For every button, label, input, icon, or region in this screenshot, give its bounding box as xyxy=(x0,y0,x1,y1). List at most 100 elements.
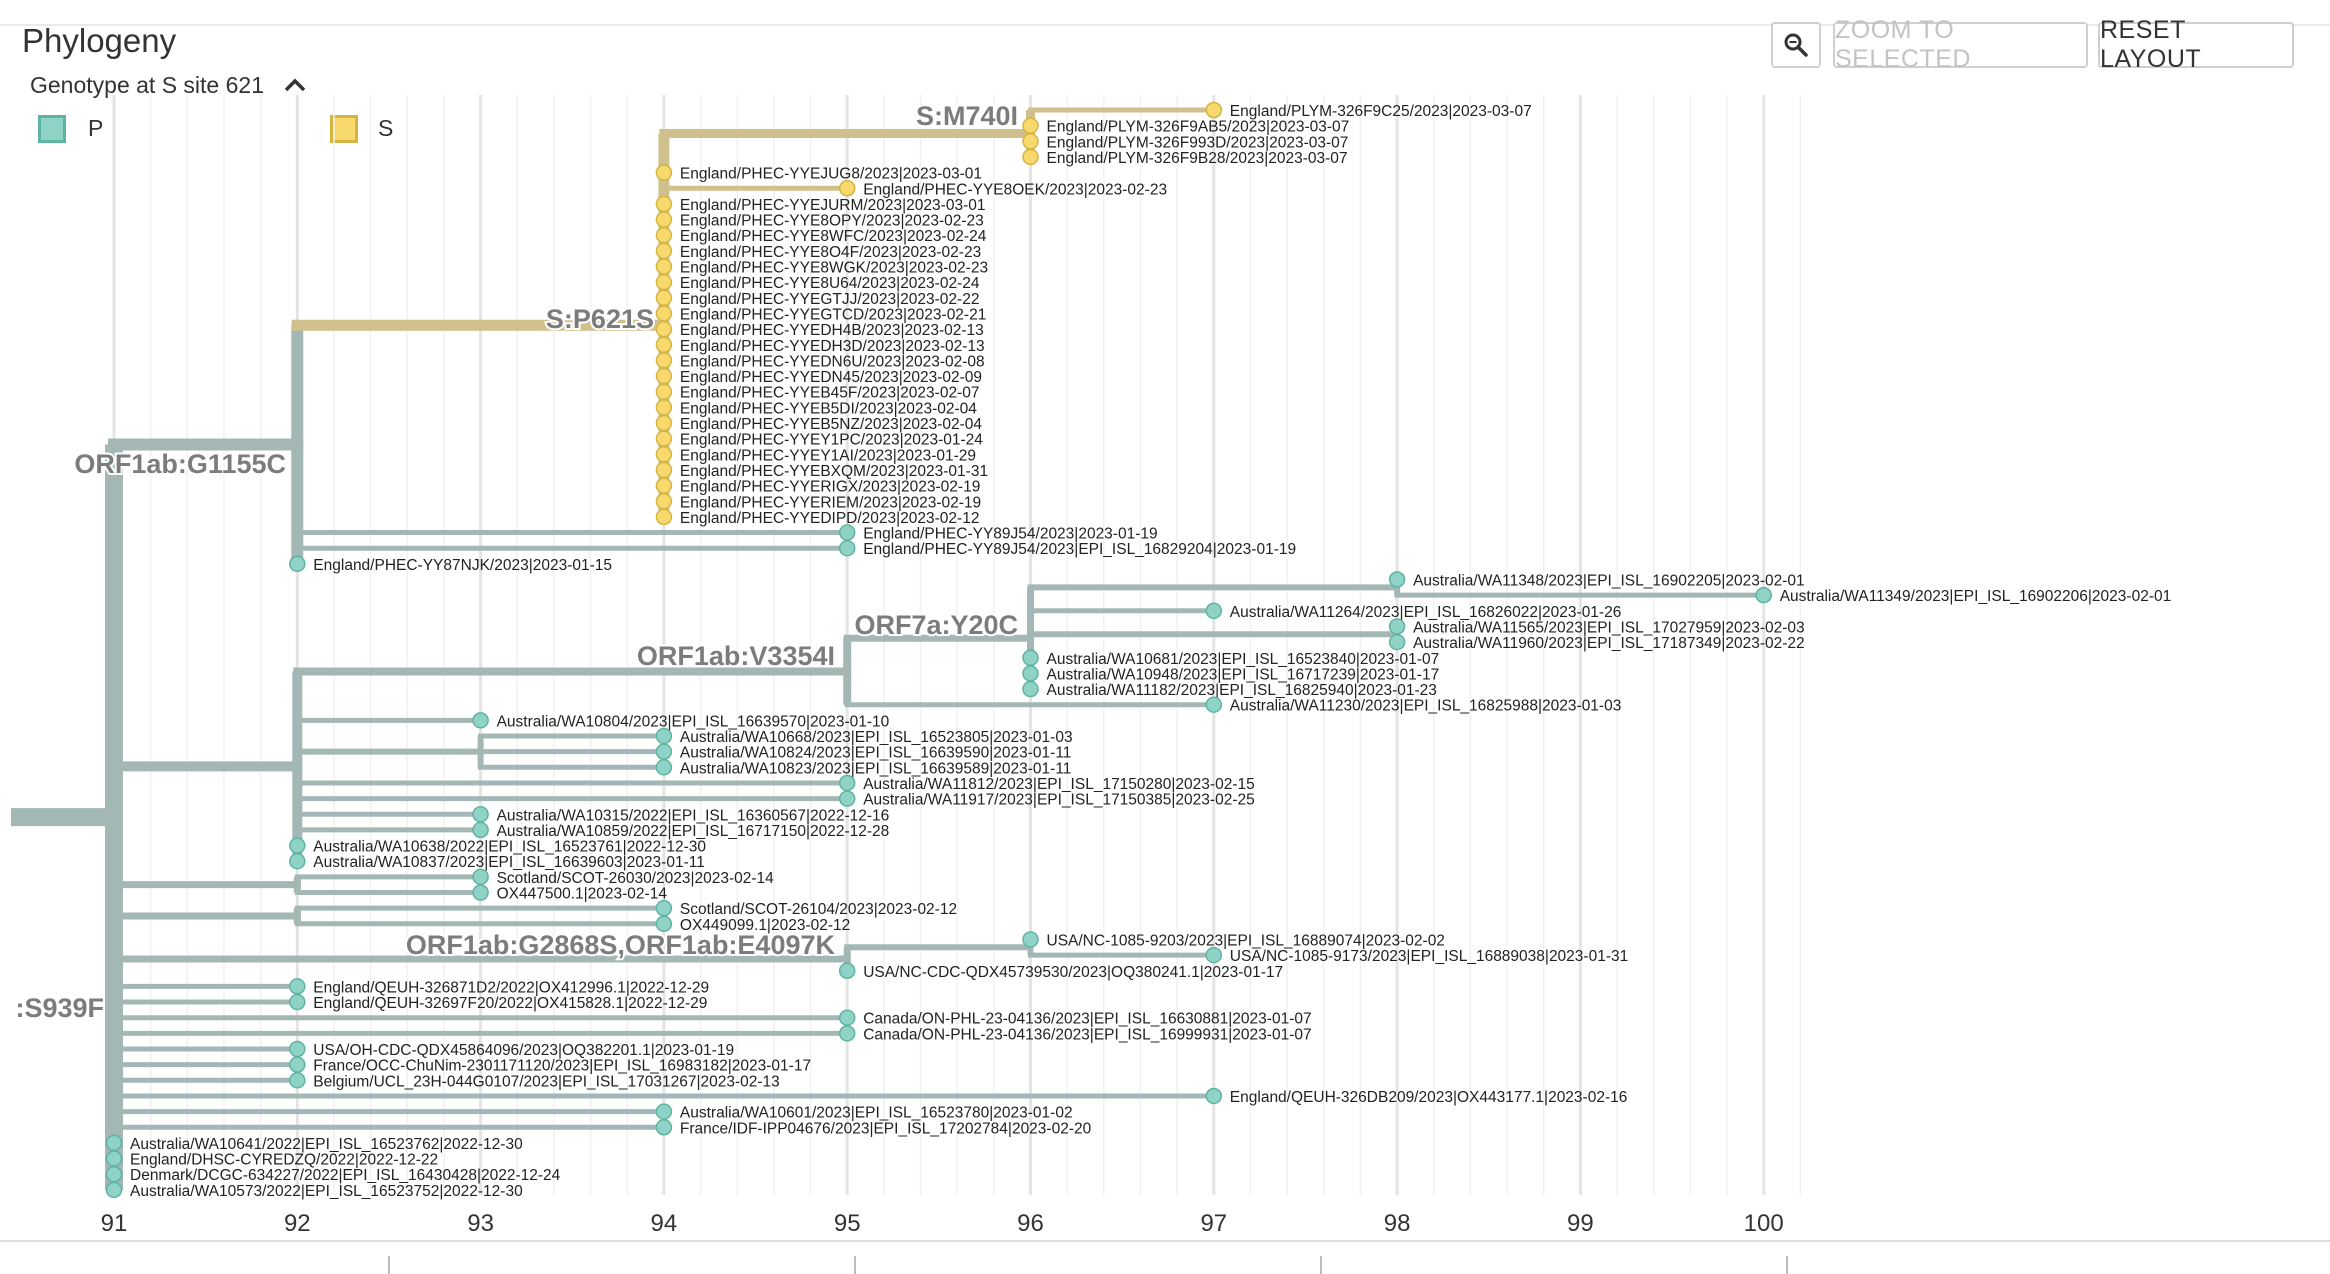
zoom-button[interactable] xyxy=(1771,22,1821,68)
tip-label[interactable]: Australia/WA10681/2023|EPI_ISL_16523840|… xyxy=(1047,651,1440,668)
tip-label[interactable]: USA/OH-CDC-QDX45864096/2023|OQ382201.1|2… xyxy=(313,1042,734,1059)
tree-tips[interactable]: England/PLYM-326F9C25/2023|2023-03-07Eng… xyxy=(105,101,2172,1200)
tip-node[interactable] xyxy=(655,367,673,385)
tip-label[interactable]: Australia/WA11565/2023|EPI_ISL_17027959|… xyxy=(1413,619,1805,636)
tip-label[interactable]: Australia/WA10315/2022|EPI_ISL_16360567|… xyxy=(497,807,890,824)
tip-node[interactable] xyxy=(1205,602,1223,620)
tip-label[interactable]: England/PHEC-YYEJUG8/2023|2023-03-01 xyxy=(680,166,982,183)
tip-label[interactable]: USA/NC-1085-9173/2023|EPI_ISL_16889038|2… xyxy=(1230,948,1628,965)
tip-node[interactable] xyxy=(1205,946,1223,964)
tip-label[interactable]: Australia/WA11264/2023|EPI_ISL_16826022|… xyxy=(1230,604,1622,621)
tip-label[interactable]: USA/NC-CDC-QDX45739530/2023|OQ380241.1|2… xyxy=(863,964,1283,981)
tip-label[interactable]: England/PHEC-YY89J54/2023|2023-01-19 xyxy=(863,526,1157,543)
tip-node[interactable] xyxy=(472,868,489,886)
tip-node[interactable] xyxy=(655,1103,673,1120)
tip-label[interactable]: England/PLYM-326F993D/2023|2023-03-07 xyxy=(1047,134,1349,151)
tip-node[interactable] xyxy=(1022,117,1039,134)
tip-label[interactable]: Australia/WA10641/2022|EPI_ISL_16523762|… xyxy=(130,1136,523,1153)
tip-node[interactable] xyxy=(655,305,673,322)
tip-label[interactable]: England/PHEC-YYERIGX/2023|2023-02-19 xyxy=(680,479,980,496)
tip-node[interactable] xyxy=(838,180,856,197)
tip-node[interactable] xyxy=(838,962,856,979)
tip-node[interactable] xyxy=(105,1181,123,1199)
tip-node[interactable] xyxy=(655,352,673,369)
tip-node[interactable] xyxy=(655,1119,673,1136)
tip-label[interactable]: England/PHEC-YYEGTJJ/2023|2023-02-22 xyxy=(680,291,980,308)
tip-node[interactable] xyxy=(838,1025,856,1042)
tip-label[interactable]: Australia/WA10638/2022|EPI_ISL_16523761|… xyxy=(313,839,706,856)
tip-label[interactable]: Australia/WA11230/2023|EPI_ISL_16825988|… xyxy=(1230,698,1622,715)
tip-node[interactable] xyxy=(655,289,673,307)
tip-node[interactable] xyxy=(655,336,673,353)
tip-node[interactable] xyxy=(655,430,673,447)
tip-label[interactable]: Australia/WA10573/2022|EPI_ISL_16523752|… xyxy=(130,1183,523,1200)
tip-label[interactable]: England/PLYM-326F9C25/2023|2023-03-07 xyxy=(1230,103,1532,120)
tip-node[interactable] xyxy=(1388,571,1406,588)
tip-node[interactable] xyxy=(289,1040,306,1058)
legend-swatch-p[interactable] xyxy=(38,115,66,143)
tip-node[interactable] xyxy=(655,273,673,291)
tip-node[interactable] xyxy=(1205,1087,1223,1105)
tip-node[interactable] xyxy=(1022,133,1039,150)
tip-label[interactable]: England/QEUH-32697F20/2022|OX415828.1|20… xyxy=(313,995,707,1012)
tip-label[interactable]: Australia/WA11349/2023|EPI_ISL_16902206|… xyxy=(1780,588,2172,605)
tip-node[interactable] xyxy=(1205,101,1223,119)
tip-label[interactable]: England/PHEC-YY89J54/2023|EPI_ISL_168292… xyxy=(863,541,1296,558)
tip-label[interactable]: England/PLYM-326F9B28/2023|2023-03-07 xyxy=(1047,150,1348,167)
tip-node[interactable] xyxy=(838,1009,856,1026)
tip-label[interactable]: Australia/WA10948/2023|EPI_ISL_16717239|… xyxy=(1047,666,1440,683)
tip-node[interactable] xyxy=(655,399,673,416)
tip-node[interactable] xyxy=(289,978,306,995)
tip-node[interactable] xyxy=(1205,696,1223,713)
tip-label[interactable]: Australia/WA10859/2022|EPI_ISL_16717150|… xyxy=(497,823,890,840)
tip-node[interactable] xyxy=(1755,586,1772,604)
tip-label[interactable]: England/PHEC-YYE8WFC/2023|2023-02-24 xyxy=(680,228,987,245)
tip-label[interactable]: England/PLYM-326F9AB5/2023|2023-03-07 xyxy=(1047,119,1350,136)
tip-node[interactable] xyxy=(289,1056,306,1073)
tip-label[interactable]: Australia/WA10668/2023|EPI_ISL_16523805|… xyxy=(680,729,1073,746)
tip-node[interactable] xyxy=(655,242,673,260)
tip-label[interactable]: England/PHEC-YYEY1AI/2023|2023-01-29 xyxy=(680,447,976,464)
tip-node[interactable] xyxy=(655,414,673,432)
tip-label[interactable]: England/PHEC-YYEDN6U/2023|2023-02-08 xyxy=(680,353,985,370)
tip-node[interactable] xyxy=(472,821,489,839)
tip-node[interactable] xyxy=(289,993,306,1011)
tip-label[interactable]: England/QEUH-326DB209/2023|OX443177.1|20… xyxy=(1230,1089,1628,1106)
tip-label[interactable]: England/PHEC-YYEDH3D/2023|2023-02-13 xyxy=(680,338,985,355)
tip-node[interactable] xyxy=(289,837,306,854)
tip-label[interactable]: Australia/WA10824/2023|EPI_ISL_16639590|… xyxy=(680,745,1072,762)
tip-node[interactable] xyxy=(1022,665,1039,682)
tip-node[interactable] xyxy=(655,226,673,244)
tip-label[interactable]: England/PHEC-YYEB5DI/2023|2023-02-04 xyxy=(680,400,977,417)
tip-label[interactable]: Denmark/DCGC-634227/2022|EPI_ISL_1643042… xyxy=(130,1167,561,1184)
tip-label[interactable]: Scotland/SCOT-26030/2023|2023-02-14 xyxy=(497,870,775,887)
tip-node[interactable] xyxy=(655,320,673,338)
tip-label[interactable]: Australia/WA10837/2023|EPI_ISL_16639603|… xyxy=(313,854,705,871)
tip-label[interactable]: England/PHEC-YYEGTCD/2023|2023-02-21 xyxy=(680,306,986,323)
tip-label[interactable]: England/PHEC-YY87NJK/2023|2023-01-15 xyxy=(313,557,612,574)
tip-node[interactable] xyxy=(655,461,673,479)
tip-label[interactable]: Belgium/UCL_23H-044G0107/2023|EPI_ISL_17… xyxy=(313,1073,780,1090)
tip-label[interactable]: England/PHEC-YYEDN45/2023|2023-02-09 xyxy=(680,369,982,386)
tip-node[interactable] xyxy=(655,899,673,917)
tip-node[interactable] xyxy=(105,1134,123,1152)
tip-node[interactable] xyxy=(655,383,673,400)
tip-node[interactable] xyxy=(105,1165,123,1183)
tip-label[interactable]: France/OCC-ChuNim-2301171120/2023|EPI_IS… xyxy=(313,1058,811,1075)
tip-node[interactable] xyxy=(1022,649,1039,666)
tip-label[interactable]: Australia/WA10804/2023|EPI_ISL_16639570|… xyxy=(497,713,890,730)
tip-label[interactable]: England/PHEC-YYERIEM/2023|2023-02-19 xyxy=(680,494,981,511)
tip-label[interactable]: Australia/WA10601/2023|EPI_ISL_16523780|… xyxy=(680,1105,1073,1122)
tip-label[interactable]: England/PHEC-YYEDH4B/2023|2023-02-13 xyxy=(680,322,984,339)
tip-node[interactable] xyxy=(655,508,673,526)
tip-node[interactable] xyxy=(472,806,489,823)
tip-node[interactable] xyxy=(655,211,673,228)
tip-label[interactable]: England/PHEC-YYEB45F/2023|2023-02-07 xyxy=(680,385,980,402)
chevron-up-icon[interactable] xyxy=(283,74,307,100)
tip-label[interactable]: OX449099.1|2023-02-12 xyxy=(680,917,850,934)
tip-node[interactable] xyxy=(289,555,306,573)
tip-node[interactable] xyxy=(655,258,673,275)
tip-node[interactable] xyxy=(105,1150,123,1167)
tip-label[interactable]: England/PHEC-YYEB5NZ/2023|2023-02-04 xyxy=(680,416,983,433)
